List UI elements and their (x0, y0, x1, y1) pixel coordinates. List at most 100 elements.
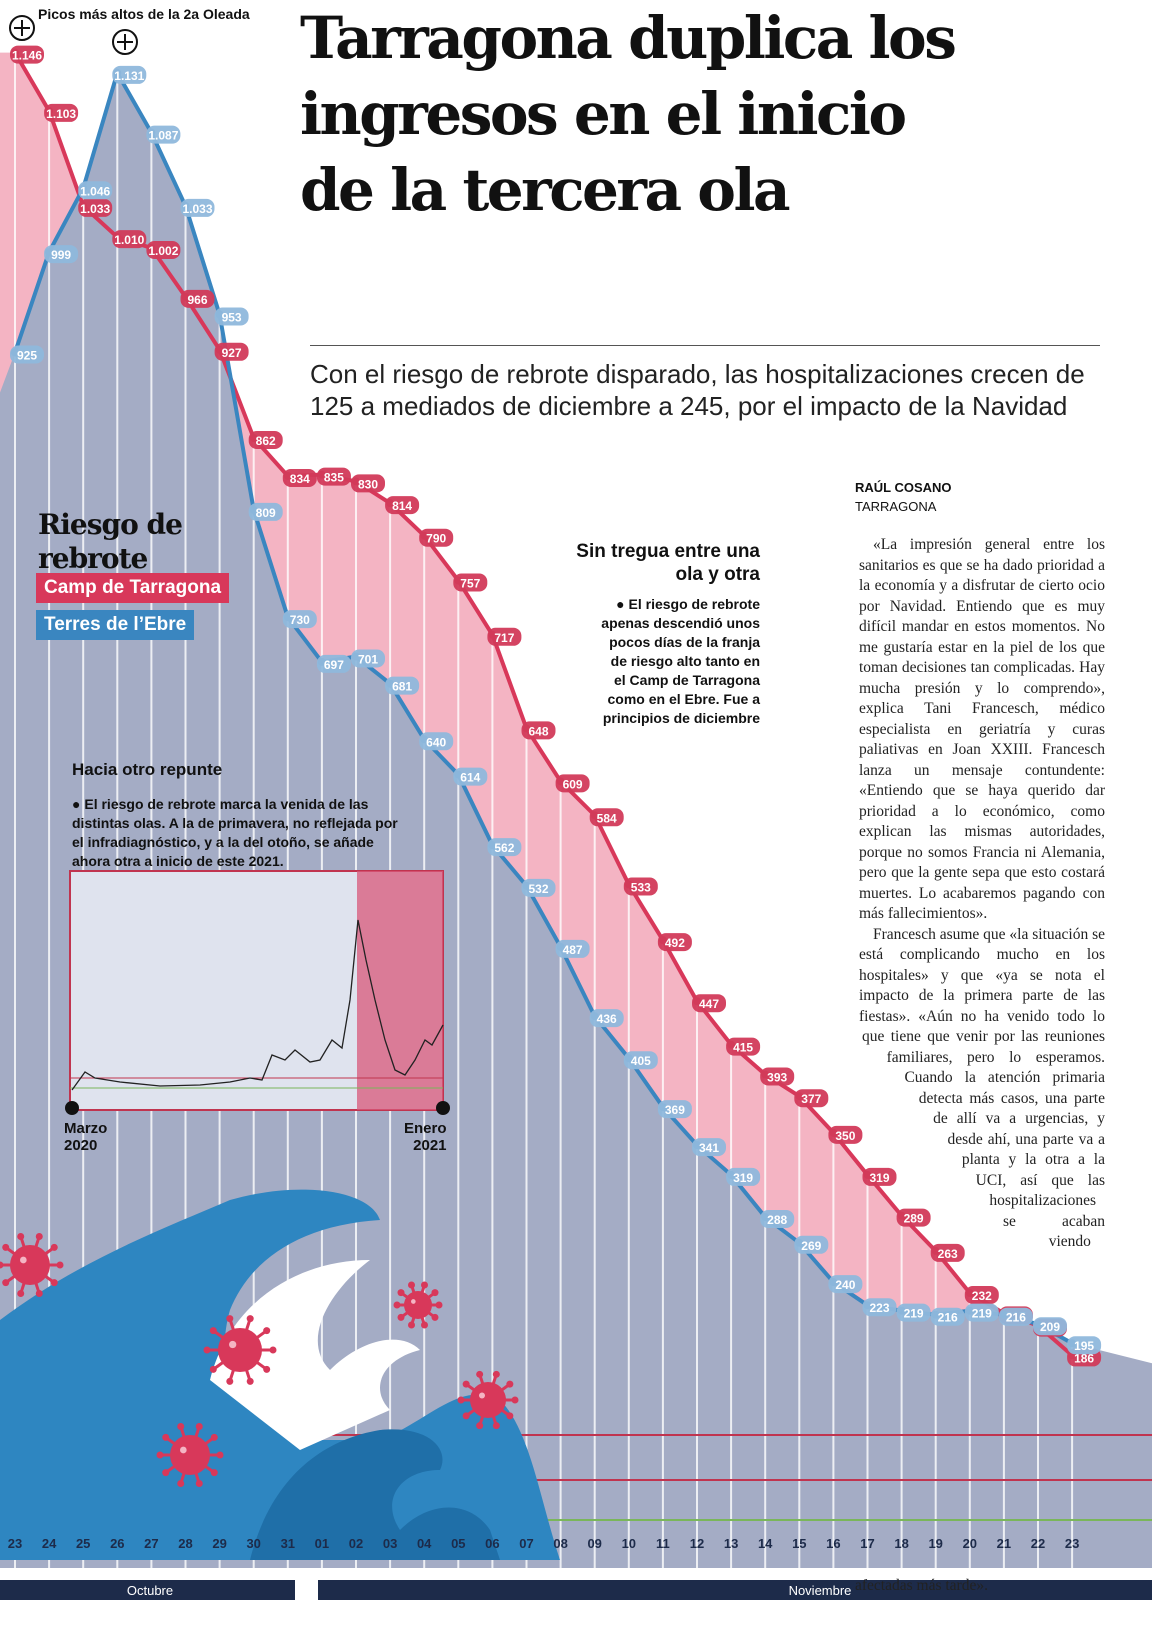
month-label: Octubre (127, 1583, 173, 1598)
value-label: 584 (590, 808, 624, 826)
spike-tip (51, 1244, 58, 1251)
value-label: 369 (658, 1100, 692, 1118)
value-label-text: 1.103 (46, 107, 76, 121)
value-label: 288 (760, 1210, 794, 1228)
headline-line: de la tercera ola (300, 152, 1140, 228)
spike-tip (247, 1315, 254, 1322)
virus-dot (180, 1447, 187, 1454)
x-tick-label: 10 (622, 1536, 636, 1551)
value-label-text: 1.002 (148, 244, 178, 258)
value-label: 1.010 (112, 230, 146, 248)
x-tick-label: 12 (690, 1536, 704, 1551)
value-label-text: 393 (767, 1071, 787, 1085)
spike-tip (506, 1412, 513, 1419)
spike-tip (36, 1290, 43, 1297)
value-label: 966 (181, 290, 215, 308)
value-label-text: 814 (392, 499, 412, 513)
x-tick-label: 23 (8, 1536, 22, 1551)
x-tick-label: 28 (178, 1536, 192, 1551)
value-label-text: 835 (324, 471, 344, 485)
x-tick-label: 06 (485, 1536, 499, 1551)
inset-dot (65, 1101, 79, 1115)
value-label-text: 532 (528, 882, 548, 896)
value-label: 1.033 (181, 199, 215, 217)
x-tick-label: 29 (212, 1536, 226, 1551)
value-label: 757 (453, 574, 487, 592)
value-label-text: 681 (392, 680, 412, 694)
author: RAÚL COSANO (855, 478, 952, 497)
virus-body (218, 1328, 262, 1372)
value-label: 925 (10, 346, 44, 364)
value-label-text: 614 (460, 771, 480, 785)
spike-tip (398, 1314, 405, 1321)
virus-body (470, 1382, 506, 1418)
spike-tip (162, 1434, 169, 1441)
spike-tip (217, 1452, 224, 1459)
value-label: 405 (624, 1051, 658, 1069)
value-label: 562 (487, 838, 521, 856)
inset-text: ● El riesgo de rebrote marca la venida d… (72, 795, 402, 871)
value-label: 341 (692, 1138, 726, 1156)
x-tick-label: 13 (724, 1536, 738, 1551)
value-label: 730 (283, 610, 317, 628)
value-label: 999 (44, 245, 78, 263)
value-label-text: 927 (222, 346, 242, 360)
value-label: 648 (522, 721, 556, 739)
spike-tip (493, 1371, 500, 1378)
value-label-text: 341 (699, 1141, 719, 1155)
spike-tip (247, 1378, 254, 1385)
spike-tip (512, 1397, 519, 1404)
value-label-text: 999 (51, 248, 71, 262)
value-label: 532 (522, 879, 556, 897)
virus-body (170, 1435, 210, 1475)
inset-start: Marzo 2020 (64, 1120, 107, 1154)
spike-tip (36, 1233, 43, 1240)
value-label-text: 415 (733, 1041, 753, 1055)
spike-tip (431, 1314, 438, 1321)
x-tick-label: 03 (383, 1536, 397, 1551)
spike-tip (263, 1327, 270, 1334)
spike-tip (226, 1315, 233, 1322)
spike-tip (226, 1378, 233, 1385)
spike-tip (408, 1321, 415, 1328)
value-label: 809 (249, 503, 283, 521)
sidebar-title: Sin tregua entre una ola y otra (560, 540, 760, 586)
value-label-text: 319 (733, 1171, 753, 1185)
value-label-text: 1.087 (148, 129, 178, 143)
spike-tip (476, 1422, 483, 1429)
spike-tip (493, 1422, 500, 1429)
value-label-text: 447 (699, 997, 719, 1011)
value-label-text: 1.046 (80, 184, 110, 198)
value-label: 1.131 (112, 66, 146, 84)
value-label-text: 790 (426, 532, 446, 546)
value-label-text: 436 (597, 1012, 617, 1026)
virus-dot (229, 1341, 236, 1348)
spike-tip (57, 1262, 64, 1269)
paragraph: «La impresión general entre los sanitari… (855, 535, 1105, 925)
headline-line: ingresos en el inicio (300, 76, 1140, 152)
value-label: 614 (453, 768, 487, 786)
spike-tip (476, 1371, 483, 1378)
value-label-text: 1.131 (114, 69, 144, 83)
value-label-text: 834 (290, 472, 310, 486)
value-label-text: 533 (631, 881, 651, 895)
virus-body (10, 1245, 50, 1285)
spike-tip (196, 1480, 203, 1487)
value-label-text: 584 (597, 811, 617, 825)
value-label: 377 (794, 1089, 828, 1107)
page: 1.146 1.103 1.033 1.0101.002 966 927 862 834 835… (0, 0, 1152, 1628)
value-label-text: 369 (665, 1103, 685, 1117)
spike-tip (458, 1397, 465, 1404)
value-label: 1.087 (146, 126, 180, 144)
value-label: 862 (249, 431, 283, 449)
value-label-text: 1.146 (12, 49, 42, 63)
value-label: 393 (760, 1068, 794, 1086)
value-label: 717 (487, 628, 521, 646)
article: «La impresión general entre los sanitari… (855, 535, 1105, 1575)
value-label: 927 (215, 343, 249, 361)
spike-tip (394, 1302, 401, 1309)
label: Marzo (64, 1120, 107, 1137)
virus-dot (411, 1299, 416, 1304)
x-tick-label: 31 (281, 1536, 295, 1551)
value-label: 1.103 (44, 104, 78, 122)
